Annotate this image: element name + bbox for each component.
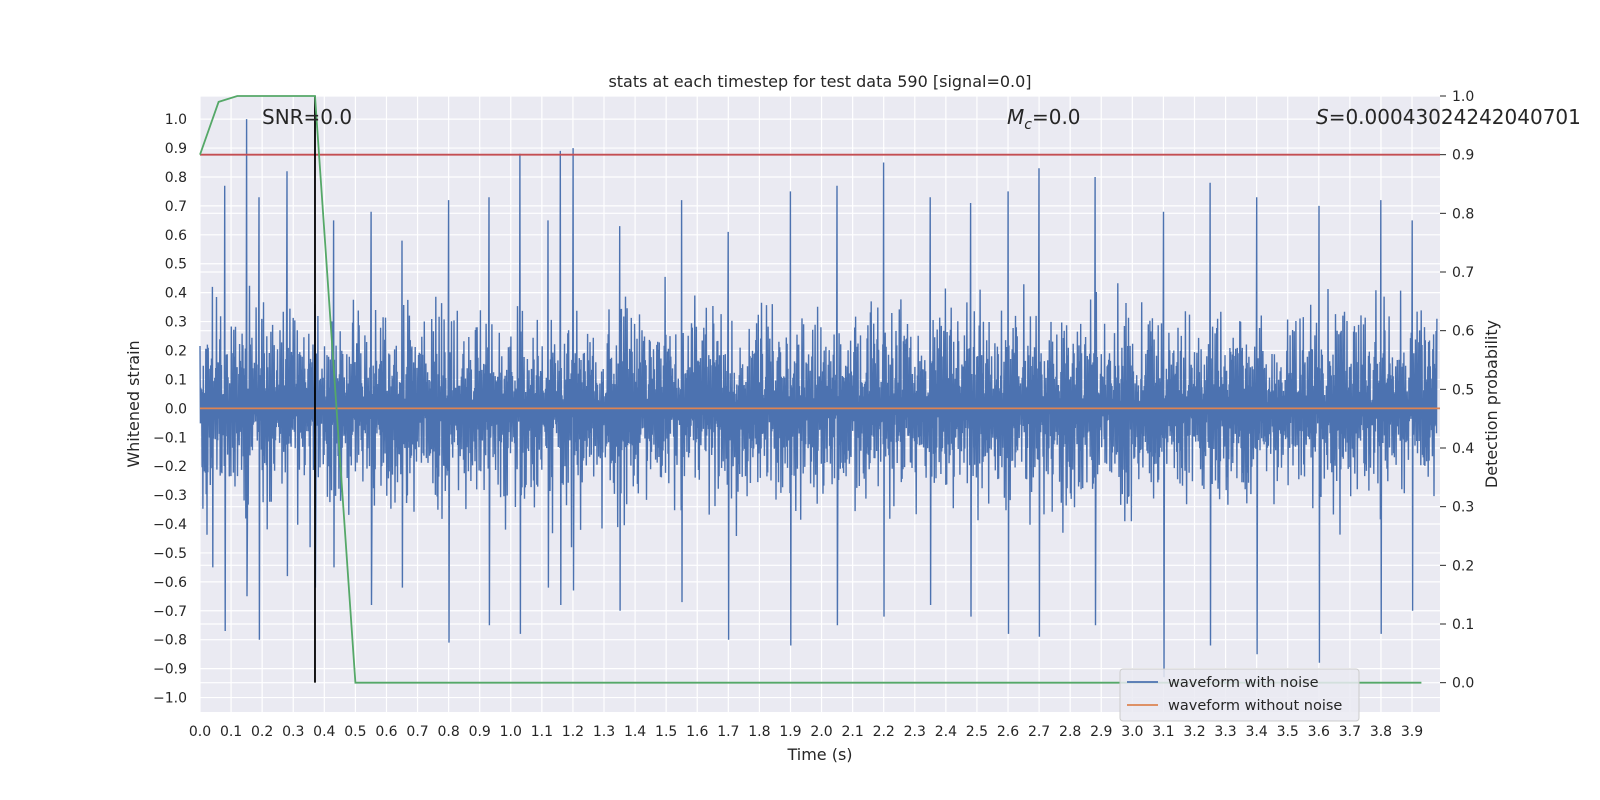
x-tick-label: 3.1 <box>1152 724 1174 740</box>
y-tick-label: 1.0 <box>165 112 187 128</box>
y-tick-label: 0.1 <box>165 372 187 388</box>
x-tick-label: 3.5 <box>1277 724 1299 740</box>
y-tick-label: 0.0 <box>165 401 187 417</box>
x-tick-label: 0.7 <box>406 724 428 740</box>
x-tick-label: 1.7 <box>717 724 739 740</box>
y2-tick-label: 0.1 <box>1452 617 1474 633</box>
x-tick-label: 3.4 <box>1246 724 1268 740</box>
x-tick-label: 2.7 <box>1028 724 1050 740</box>
x-tick-label: 2.0 <box>810 724 832 740</box>
noise-waveform-line <box>199 119 1438 678</box>
y2-tick-label: 0.5 <box>1452 382 1474 398</box>
snr-annotation: SNR=0.0 <box>262 105 352 129</box>
y2-tick-label: 0.2 <box>1452 558 1474 574</box>
x-tick-label: 1.3 <box>593 724 615 740</box>
y-tick-label: −0.1 <box>153 430 187 446</box>
s-value: =0.00043024242040701 <box>1329 105 1581 129</box>
mc-value: =0.0 <box>1032 105 1081 129</box>
y2-tick-label: 0.4 <box>1452 441 1474 457</box>
annotations: SNR=0.0 Mc=0.0 S=0.00043024242040701 <box>262 105 1581 133</box>
x-tick-label: 3.7 <box>1339 724 1361 740</box>
mc-annotation: Mc=0.0 <box>1007 105 1081 133</box>
y-tick-label: 0.5 <box>165 257 187 273</box>
y-tick-label: −0.2 <box>153 459 187 475</box>
s-symbol: S <box>1316 105 1329 129</box>
x-tick-label: 2.6 <box>997 724 1019 740</box>
y-axis-label: Whitened strain <box>124 340 143 467</box>
mc-subscript: c <box>1024 117 1032 133</box>
x-tick-label: 3.0 <box>1121 724 1143 740</box>
y2-tick-label: 0.8 <box>1452 206 1474 222</box>
x-tick-label: 3.2 <box>1183 724 1205 740</box>
y2-tick-label: 0.9 <box>1452 148 1474 164</box>
legend-label-with-noise: waveform with noise <box>1168 675 1319 691</box>
x-tick-label: 1.8 <box>748 724 770 740</box>
detection-probability-line <box>199 95 1422 684</box>
x-tick-label: 0.1 <box>220 724 242 740</box>
x-tick-label: 0.0 <box>189 724 211 740</box>
y-tick-label: 0.6 <box>165 228 187 244</box>
y-tick-label: 0.3 <box>165 315 187 331</box>
x-tick-label: 0.5 <box>344 724 366 740</box>
y-tick-label: 0.8 <box>165 170 187 186</box>
y2-axis-label: Detection probability <box>1482 320 1501 488</box>
y-tick-label: −0.7 <box>153 604 187 620</box>
x-tick-label: 2.1 <box>841 724 863 740</box>
legend-label-without-noise: waveform without noise <box>1168 698 1342 714</box>
chart-title: stats at each timestep for test data 590… <box>608 72 1031 91</box>
y2-tick-label: 0.7 <box>1452 265 1474 281</box>
x-tick-label: 2.9 <box>1090 724 1112 740</box>
x-tick-label: 1.1 <box>531 724 553 740</box>
x-axis-label: Time (s) <box>786 745 852 764</box>
x-tick-label: 2.4 <box>935 724 957 740</box>
x-tick-label: 3.3 <box>1214 724 1236 740</box>
x-tick-label: 2.2 <box>873 724 895 740</box>
x-tick-label: 0.3 <box>282 724 304 740</box>
y-tick-label: −0.6 <box>153 575 187 591</box>
y2-tick-label: 1.0 <box>1452 89 1474 105</box>
y-tick-label: −1.0 <box>153 691 187 707</box>
s-annotation: S=0.00043024242040701 <box>1316 105 1581 129</box>
y-tick-label: 0.2 <box>165 343 187 359</box>
x-tick-label: 0.9 <box>469 724 491 740</box>
x-tick-label: 1.5 <box>655 724 677 740</box>
y2-ticks: 1.0 0.9 0.8 0.7 0.6 0.5 0.4 0.3 0.2 0.1 0.0 <box>1440 89 1474 692</box>
y-tick-label: −0.4 <box>153 517 187 533</box>
y-tick-label: −0.8 <box>153 633 187 649</box>
x-tick-label: 2.8 <box>1059 724 1081 740</box>
x-tick-label: 1.9 <box>779 724 801 740</box>
y-tick-label: −0.5 <box>153 546 187 562</box>
y-tick-label: −0.9 <box>153 662 187 678</box>
legend-box <box>1119 668 1360 722</box>
x-tick-label: 3.9 <box>1401 724 1423 740</box>
x-tick-label: 0.4 <box>313 724 335 740</box>
y-tick-label: 0.7 <box>165 199 187 215</box>
x-tick-label: 2.5 <box>966 724 988 740</box>
x-tick-label: 0.6 <box>375 724 397 740</box>
x-tick-label: 1.4 <box>624 724 646 740</box>
legend: waveform with noise waveform without noi… <box>1119 668 1360 722</box>
y-ticks: 1.0 0.9 0.8 0.7 0.6 0.5 0.4 0.3 0.2 0.1 0.0 −0.1 −0.… <box>153 112 187 706</box>
x-tick-label: 1.2 <box>562 724 584 740</box>
y-tick-label: 0.9 <box>165 141 187 157</box>
y-tick-label: −0.3 <box>153 488 187 504</box>
x-tick-label: 0.2 <box>251 724 273 740</box>
x-tick-label: 0.8 <box>437 724 459 740</box>
mc-symbol: M <box>1007 105 1024 129</box>
y2-tick-label: 0.3 <box>1452 500 1474 516</box>
x-tick-label: 3.8 <box>1370 724 1392 740</box>
x-tick-label: 1.6 <box>686 724 708 740</box>
series-waveform-with-noise <box>199 119 1438 678</box>
x-tick-label: 2.3 <box>904 724 926 740</box>
y2-tick-label: 0.0 <box>1452 676 1474 692</box>
y-tick-label: 0.4 <box>165 286 187 302</box>
y2-tick-label: 0.6 <box>1452 324 1474 340</box>
x-tick-label: 3.6 <box>1308 724 1330 740</box>
x-ticks: 0.0 0.1 0.2 0.3 0.4 0.5 0.6 0.7 0.8 0.9 1.0 1.1 1.2 1… <box>189 724 1423 740</box>
x-tick-label: 1.0 <box>500 724 522 740</box>
overlays <box>199 95 1440 684</box>
